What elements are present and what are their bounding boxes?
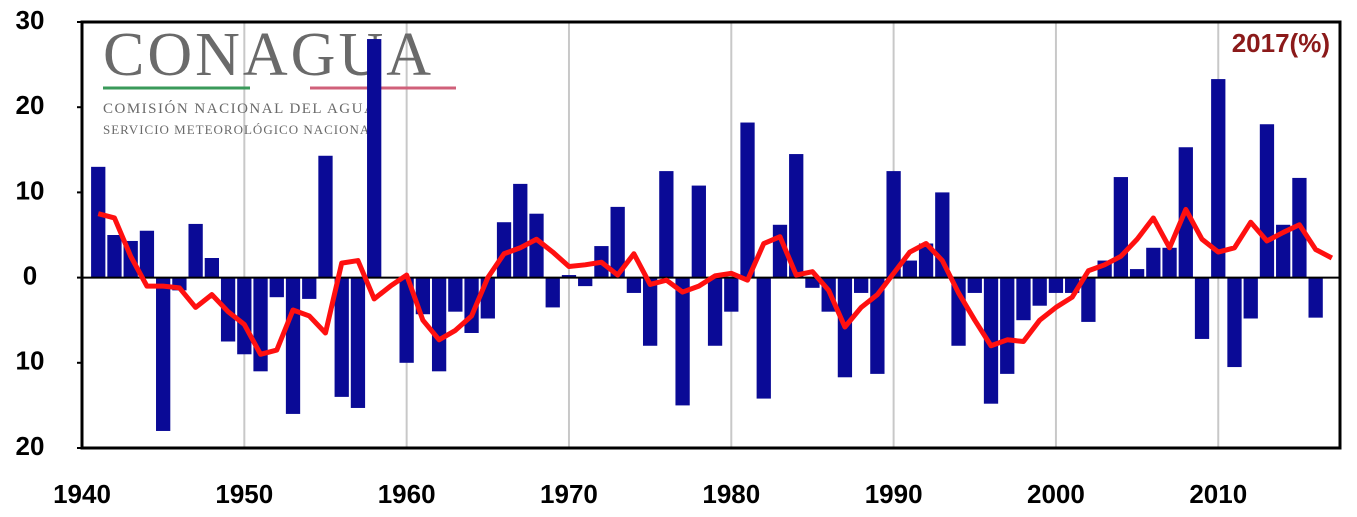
bar <box>691 185 706 278</box>
bar <box>237 277 252 355</box>
x-tick-label: 1940 <box>53 479 111 509</box>
bar <box>350 277 366 408</box>
y-tick-label: 0 <box>23 260 37 290</box>
bar <box>91 166 106 278</box>
bar <box>107 235 122 278</box>
bar <box>545 277 560 308</box>
bar <box>269 277 284 298</box>
bar <box>610 206 625 278</box>
bar <box>707 277 723 346</box>
bar <box>1162 247 1177 278</box>
x-tick-label: 1990 <box>865 479 923 509</box>
bar <box>529 213 544 278</box>
annotation: 2017(%) <box>1232 28 1330 58</box>
logo-title: CONAGUA <box>103 21 434 89</box>
bar <box>204 258 220 278</box>
bar <box>756 277 771 399</box>
bar <box>1211 79 1226 278</box>
x-tick-label: 1950 <box>215 479 273 509</box>
bar <box>156 277 171 431</box>
bar <box>334 277 349 397</box>
x-tick-label: 1970 <box>540 479 598 509</box>
y-tick-label: 10 <box>16 175 45 205</box>
logo-line1: COMISIÓN NACIONAL DEL AGUA <box>103 100 376 117</box>
x-tick-label: 1980 <box>702 479 760 509</box>
bar <box>1048 277 1064 293</box>
bar <box>642 277 658 346</box>
bar <box>513 183 528 278</box>
bar <box>805 277 820 288</box>
line <box>97 206 1334 357</box>
bar <box>1032 277 1047 306</box>
x-tick-label: 2010 <box>1189 479 1247 509</box>
y-tick-label: 30 <box>16 5 45 35</box>
x-tick-label: 2000 <box>1027 479 1085 509</box>
bar <box>789 154 804 278</box>
bar <box>886 171 901 278</box>
bar <box>1308 277 1323 318</box>
bar <box>1129 269 1145 278</box>
bar <box>659 171 674 278</box>
bar <box>1016 277 1031 321</box>
bar <box>1276 224 1291 278</box>
bar <box>448 277 463 312</box>
bar <box>1259 124 1275 278</box>
y-tick-label: 20 <box>16 431 45 461</box>
bar <box>1000 277 1015 374</box>
bar <box>854 277 869 293</box>
bar <box>1194 277 1210 339</box>
bar <box>870 277 885 374</box>
bar <box>983 277 999 404</box>
bar <box>188 223 203 278</box>
bar <box>902 260 917 278</box>
bar <box>918 243 934 278</box>
bar <box>1146 247 1161 278</box>
bar <box>318 155 333 278</box>
bar <box>578 277 593 287</box>
plot-frame <box>80 20 1342 450</box>
bar <box>302 277 317 299</box>
y-tick-label: 10 <box>16 346 45 376</box>
bar <box>967 277 982 293</box>
bar <box>724 277 739 312</box>
bar <box>740 122 755 278</box>
bar <box>1113 177 1129 278</box>
bar <box>285 277 301 414</box>
y-tick-label: 20 <box>16 90 45 120</box>
bar <box>496 222 512 278</box>
x-tick-label: 1960 <box>378 479 436 509</box>
bar <box>1227 277 1242 368</box>
bar <box>1243 277 1258 319</box>
bar <box>431 277 447 372</box>
bar <box>626 277 642 293</box>
bar <box>1081 277 1096 322</box>
bar <box>139 230 155 278</box>
bar <box>367 39 382 278</box>
bar <box>675 277 690 406</box>
bar <box>561 275 577 278</box>
bar <box>253 277 268 372</box>
bar <box>399 277 414 363</box>
logo-line2: SERVICIO METEOROLÓGICO NACIONAL <box>103 122 379 137</box>
